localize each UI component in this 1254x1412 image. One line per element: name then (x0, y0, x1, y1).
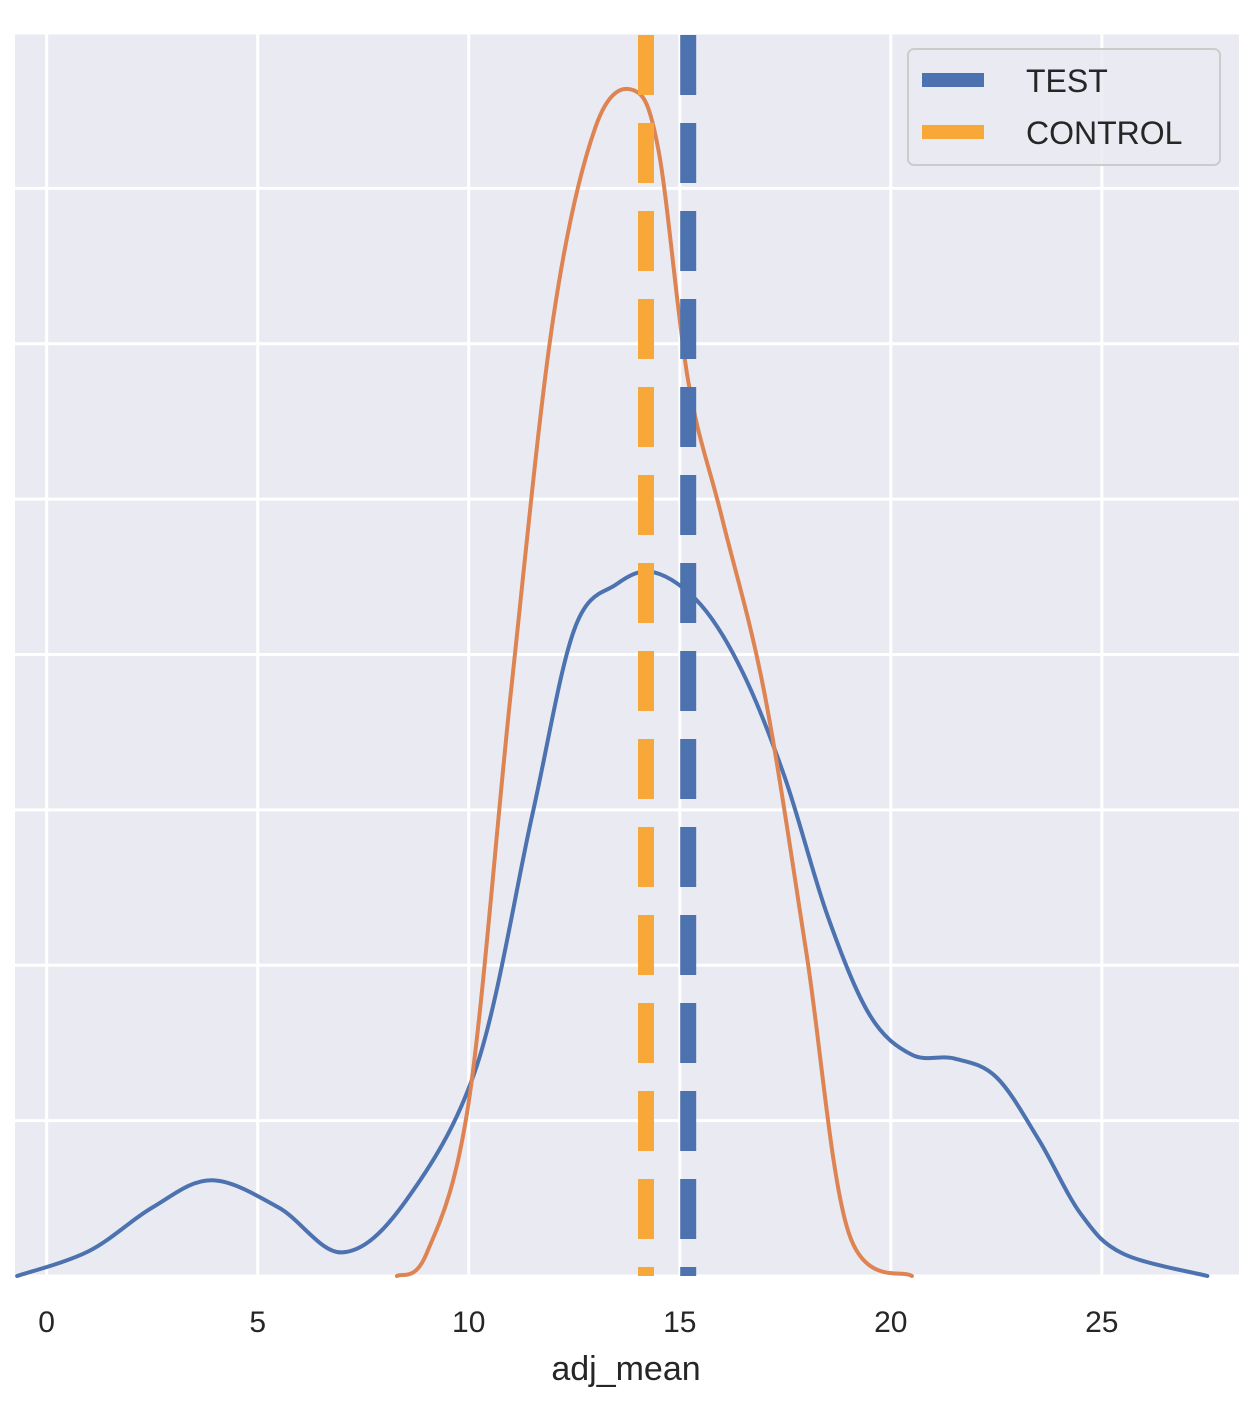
mean-reference-lines (637, 33, 697, 1276)
legend-label-control: CONTROL (1026, 115, 1182, 151)
x-tick-label-20: 20 (874, 1306, 907, 1339)
density-curve-control (394, 86, 914, 1278)
x-tick-label-15: 15 (663, 1306, 696, 1339)
x-tick-label-10: 10 (452, 1306, 485, 1339)
density-curve-test (15, 569, 1210, 1278)
legend-box (907, 48, 1221, 166)
legend-label-test: TEST (1026, 63, 1108, 99)
x-tick-label-5: 5 (249, 1306, 266, 1339)
x-axis-label: adj_mean (551, 1350, 700, 1388)
legend: TEST CONTROL (907, 48, 1221, 166)
density-curves (15, 86, 1210, 1278)
x-tick-label-25: 25 (1085, 1306, 1118, 1339)
x-tick-labels: 0 5 10 15 20 25 (38, 1306, 1118, 1339)
horizontal-gridlines (15, 31, 1239, 1278)
x-tick-label-0: 0 (38, 1306, 55, 1339)
